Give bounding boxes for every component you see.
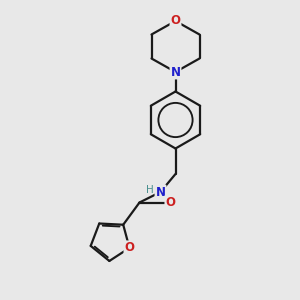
Text: O: O xyxy=(124,242,134,254)
Text: O: O xyxy=(170,14,181,28)
Text: N: N xyxy=(170,65,181,79)
Text: O: O xyxy=(165,196,176,209)
Text: H: H xyxy=(146,184,154,195)
Text: N: N xyxy=(155,185,166,199)
